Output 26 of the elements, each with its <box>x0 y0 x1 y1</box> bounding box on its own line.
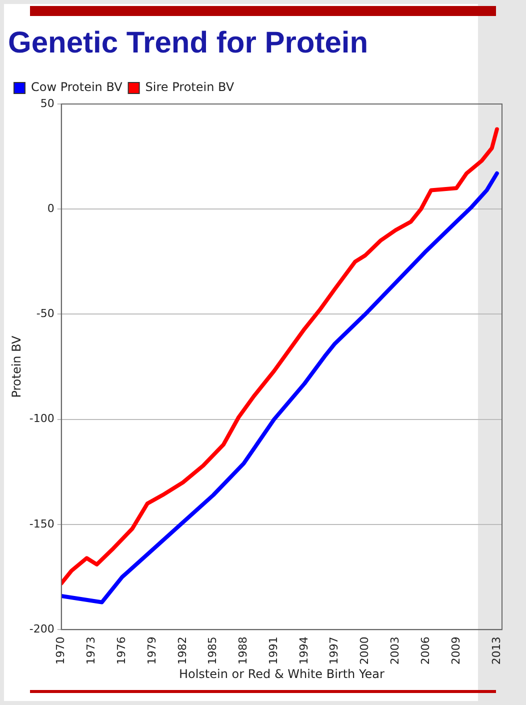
x-tick-label: 2013 <box>490 636 503 665</box>
x-tick-label: 2000 <box>358 636 372 665</box>
chart-title: Genetic Trend for Protein <box>8 26 368 60</box>
x-tick-label: 1970 <box>54 636 68 665</box>
x-tick-label: 1991 <box>266 636 280 665</box>
y-tick-label: 50 <box>40 96 54 110</box>
x-tick-label: 1982 <box>176 636 189 665</box>
x-tick-label: 2006 <box>418 636 432 665</box>
y-axis-title: Protein BV <box>9 335 24 398</box>
x-tick-label: 1976 <box>115 636 128 665</box>
y-tick-label: -200 <box>29 622 54 636</box>
y-tick-label: -50 <box>36 307 54 320</box>
x-tick-label: 1973 <box>84 636 98 665</box>
legend-label: Sire Protein BV <box>145 80 235 94</box>
x-tick-label: 2009 <box>449 636 462 665</box>
x-tick-label: 1979 <box>145 636 158 665</box>
x-tick-label: 1997 <box>328 636 341 665</box>
legend-label: Cow Protein BV <box>31 80 124 94</box>
y-tick-label: 0 <box>47 202 54 215</box>
x-tick-label: 2003 <box>388 636 402 665</box>
y-tick-label: -100 <box>29 412 54 426</box>
x-axis-title: Holstein or Red & White Birth Year <box>178 666 384 681</box>
x-tick-label: 1988 <box>236 636 250 665</box>
x-tick-label: 1994 <box>297 636 310 665</box>
y-tick-label: -150 <box>29 517 54 530</box>
x-tick-label: 1985 <box>206 636 220 665</box>
